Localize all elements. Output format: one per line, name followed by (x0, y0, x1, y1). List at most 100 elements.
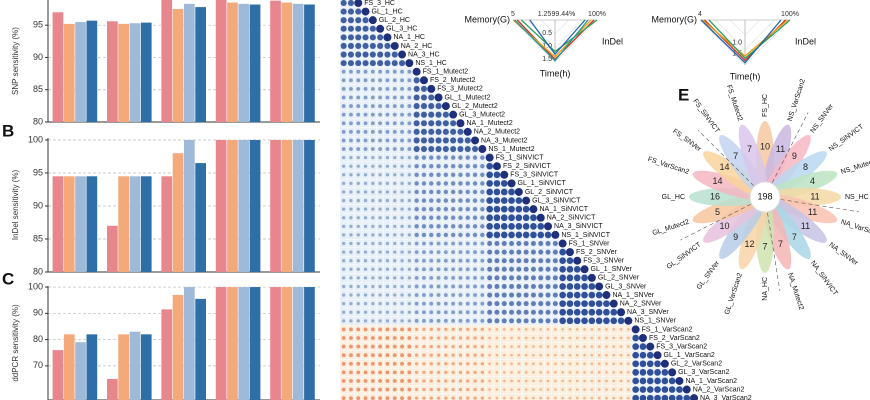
correlation-dot (472, 181, 478, 186)
correlation-dot (539, 388, 543, 391)
correlation-dot (420, 94, 427, 101)
correlation-dot (370, 121, 375, 126)
correlation-dot (378, 267, 382, 271)
bar (238, 139, 250, 272)
correlation-dot (385, 69, 390, 74)
correlation-dot (488, 379, 492, 383)
correlation-dot (458, 189, 463, 195)
petal-count: 14 (720, 162, 730, 172)
correlation-dot (465, 275, 470, 280)
correlation-dot (443, 198, 449, 203)
correlation-dot (341, 78, 346, 83)
diagonal-dot (529, 205, 538, 214)
correlation-dot (378, 207, 382, 211)
correlation-dot (420, 111, 427, 118)
correlation-dot (676, 386, 683, 393)
correlation-dot (384, 42, 391, 49)
correlation-dot (486, 205, 493, 213)
matrix-label: NA_1_SNVer (612, 292, 654, 299)
correlation-dot (450, 189, 456, 195)
correlation-dot (552, 309, 558, 315)
correlation-dot (347, 25, 354, 32)
correlation-dot (486, 231, 493, 239)
correlation-dot (356, 267, 360, 271)
correlation-dot (451, 310, 456, 315)
correlation-dot (341, 104, 346, 108)
correlation-dot (583, 353, 586, 357)
correlation-dot (421, 189, 427, 195)
correlation-dot (429, 336, 433, 340)
correlation-dot (523, 292, 529, 298)
correlation-dot (413, 145, 420, 153)
correlation-dot (420, 137, 427, 144)
correlation-dot (480, 362, 484, 366)
correlation-dot (363, 353, 368, 358)
correlation-dot (516, 309, 522, 315)
bar (161, 309, 173, 400)
correlation-dot (349, 250, 353, 254)
correlation-dot (517, 345, 521, 348)
correlation-dot (413, 137, 420, 144)
correlation-dot (436, 353, 441, 357)
correlation-dot (443, 155, 449, 160)
correlation-dot (385, 310, 390, 314)
correlation-dot (568, 345, 572, 348)
correlation-dot (573, 291, 581, 299)
correlation-dot (414, 206, 419, 212)
correlation-dot (341, 69, 346, 74)
correlation-dot (384, 60, 391, 67)
correlation-dot (561, 379, 565, 383)
correlation-dot (501, 249, 507, 255)
bar (215, 287, 227, 400)
correlation-dot (451, 275, 456, 280)
correlation-dot (612, 336, 616, 340)
correlation-dot (508, 205, 515, 213)
correlation-dot (342, 181, 346, 186)
correlation-dot (510, 371, 513, 374)
correlation-dot (421, 155, 427, 160)
correlation-dot (393, 233, 397, 237)
correlation-dot (443, 310, 448, 315)
correlation-dot (378, 319, 382, 323)
correlation-dot (349, 147, 353, 151)
correlation-dot (341, 344, 346, 349)
diagonal-dot (617, 308, 626, 317)
correlation-dot (341, 379, 346, 383)
correlation-dot (340, 0, 347, 7)
correlation-dot (626, 345, 630, 348)
correlation-dot (502, 345, 506, 348)
correlation-dot (566, 283, 574, 290)
y-axis-label: ddPCR sensitivity (%) (11, 304, 20, 382)
diagonal-dot (602, 291, 611, 300)
correlation-dot (436, 198, 441, 203)
correlation-dot (480, 336, 484, 340)
correlation-dot (597, 371, 601, 374)
correlation-dot (393, 164, 397, 168)
correlation-dot (603, 317, 610, 325)
correlation-dot (385, 284, 390, 289)
matrix-label: NA_2_SNVer (620, 300, 662, 307)
matrix-label: FS_3_Mutect2 (437, 86, 483, 93)
correlation-dot (646, 351, 654, 359)
petal-label: FS_SNVer (671, 128, 702, 153)
correlation-dot (385, 224, 390, 228)
correlation-dot (393, 216, 397, 220)
correlation-dot (363, 112, 368, 117)
correlation-dot (561, 328, 565, 331)
correlation-dot (443, 172, 449, 177)
correlation-dot (422, 396, 426, 400)
correlation-dot (436, 224, 441, 229)
correlation-dot (443, 241, 448, 246)
correlation-dot (444, 370, 448, 375)
separator (767, 212, 781, 291)
correlation-dot (347, 34, 354, 41)
matrix-label: NA_3_HC (408, 51, 440, 58)
correlation-dot (458, 241, 463, 246)
correlation-dot (494, 266, 500, 272)
correlation-dot (552, 266, 558, 272)
correlation-dot (435, 145, 442, 153)
correlation-dot (575, 379, 579, 383)
correlation-dot (378, 138, 383, 143)
correlation-dot (407, 353, 412, 358)
diagonal-dot (434, 93, 443, 102)
